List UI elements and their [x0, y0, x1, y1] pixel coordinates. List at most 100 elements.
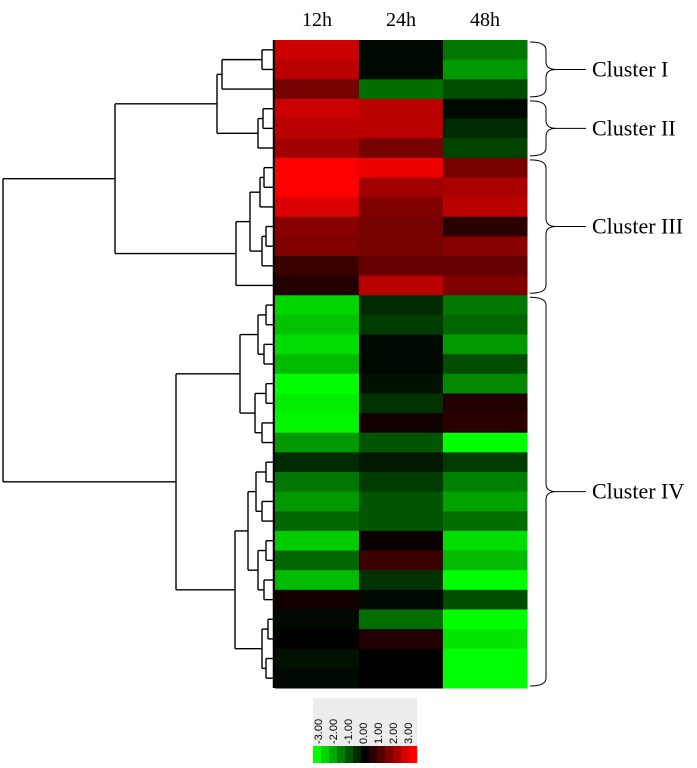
heatmap-cell [443, 256, 528, 277]
heatmap-cell [359, 138, 444, 159]
heatmap-cell [443, 197, 528, 218]
column-label: 48h [470, 9, 500, 31]
row-dendrogram [2, 40, 276, 688]
heatmap-cell [275, 354, 360, 375]
heatmap-cell [275, 295, 360, 316]
heatmap-cell [443, 629, 528, 650]
cluster-bracket [529, 100, 557, 157]
heatmap-cell [443, 79, 528, 100]
heatmap-cell [275, 570, 360, 591]
heatmap-cell [359, 354, 444, 375]
cluster-bracket [529, 41, 557, 98]
heatmap-cell [359, 256, 444, 277]
heatmap-cell [443, 668, 528, 689]
legend-swatch [369, 746, 378, 763]
legend-swatch [345, 746, 354, 763]
heatmap-cell [359, 393, 444, 414]
heatmap-cell [443, 413, 528, 434]
cluster-bracket [529, 159, 557, 294]
heatmap-cell [359, 629, 444, 650]
heatmap-cell [359, 118, 444, 139]
heatmap-cell [359, 295, 444, 316]
heatmap-cell [443, 354, 528, 375]
heatmap-cell [359, 275, 444, 296]
heatmap-cell [443, 491, 528, 512]
heatmap-cell [275, 393, 360, 414]
cluster-label: Cluster III [592, 214, 683, 239]
heatmap-cell [275, 98, 360, 120]
legend-swatch [329, 746, 338, 763]
legend-tick-label: -3.00 [313, 719, 325, 744]
legend-swatch [321, 746, 330, 763]
heatmap-cell [275, 472, 360, 493]
heatmap-cell [443, 40, 528, 61]
heatmap-cell [275, 648, 360, 669]
heatmap-cell [359, 98, 444, 120]
cluster-brackets: Cluster I Cluster II Cluster III Cluster IV [529, 41, 684, 687]
heatmap-cell [359, 334, 444, 355]
heatmap-cell [359, 452, 444, 473]
heatmap-cell [275, 511, 360, 532]
heatmap-cell [443, 570, 528, 591]
heatmap-cell [275, 530, 360, 552]
heatmap-cell [275, 452, 360, 473]
legend-swatch [337, 746, 346, 763]
heatmap-cell [443, 314, 528, 336]
cluster-label: Cluster IV [592, 479, 684, 504]
heatmap-cell [359, 177, 444, 198]
heatmap-cell [443, 648, 528, 669]
heatmap-cell [443, 138, 528, 159]
heatmap-cell [359, 413, 444, 434]
heatmap-cell [443, 275, 528, 296]
heatmap-cell [443, 472, 528, 493]
heatmap-cell [443, 589, 528, 610]
heatmap-cell [275, 609, 360, 630]
heatmap-cell [359, 373, 444, 394]
legend-swatch [353, 746, 362, 763]
column-labels: 12h 24h 48h [302, 9, 500, 31]
heatmap-cell [443, 609, 528, 630]
column-label: 12h [302, 9, 332, 31]
heatmap-cell [359, 157, 444, 178]
heatmap-cell [275, 59, 360, 80]
legend-tick-label: -2.00 [328, 719, 340, 744]
heatmap-cell [275, 413, 360, 434]
heatmap-cell [443, 157, 528, 178]
heatmap-cell [443, 452, 528, 473]
legend-tick-label: -1.00 [343, 719, 355, 744]
heatmap-cell [359, 40, 444, 61]
cluster-bracket [529, 296, 557, 687]
cluster-label: Cluster II [592, 115, 676, 140]
heatmap-cell [359, 197, 444, 218]
heatmap-cell [359, 491, 444, 512]
heatmap-cell [275, 157, 360, 178]
heatmap-cell [275, 256, 360, 277]
heatmap-cell [275, 216, 360, 237]
legend-swatch [385, 746, 394, 763]
legend-swatch [409, 746, 418, 763]
heatmap-cell [275, 118, 360, 139]
heatmap-cell [275, 373, 360, 394]
heatmap-cell [443, 373, 528, 394]
heatmap-cells [275, 40, 528, 689]
heatmap-cell [359, 216, 444, 237]
heatmap-cell [275, 314, 360, 336]
heatmap-cell [443, 393, 528, 414]
heatmap-cell [443, 432, 528, 453]
legend-tick-label: 2.00 [388, 723, 400, 744]
legend-tick-label: 0.00 [358, 723, 370, 744]
heatmap-cell [359, 589, 444, 610]
heatmap-cell [359, 530, 444, 552]
heatmap-cell [275, 629, 360, 650]
heatmap-cell [275, 550, 360, 571]
heatmap-cell [443, 216, 528, 237]
heatmap-cell [359, 511, 444, 532]
legend-tick-label: 3.00 [403, 723, 415, 744]
heatmap-cell [275, 275, 360, 296]
legend-swatch [361, 746, 370, 763]
heatmap-cell [443, 98, 528, 120]
heatmap-cell [443, 550, 528, 571]
color-legend: -3.00 -2.00 -1.00 0.00 1.00 2.00 3.00 [313, 698, 418, 763]
